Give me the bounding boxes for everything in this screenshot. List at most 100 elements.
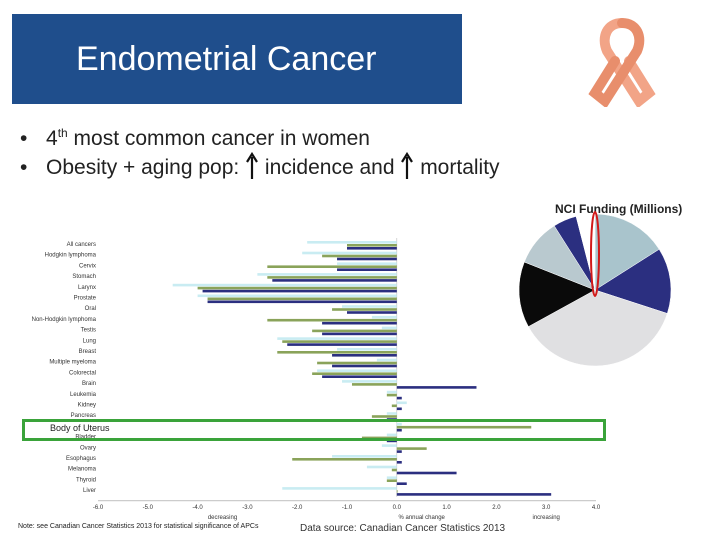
bar — [386, 390, 397, 394]
bar — [332, 455, 397, 458]
bar — [317, 361, 397, 365]
pie-slice — [594, 248, 672, 314]
bullet-list: • 4th most common cancer in women • Obesit… — [20, 118, 710, 186]
bar — [371, 315, 397, 319]
x-right-label: increasing — [533, 515, 560, 521]
bar — [332, 364, 397, 368]
bar — [396, 425, 532, 429]
x-tick-label: 2.0 — [492, 505, 501, 511]
bar — [396, 407, 402, 411]
pie-slice — [528, 289, 668, 367]
bar — [386, 412, 397, 415]
bar — [347, 247, 397, 250]
category-label: Lung — [83, 338, 96, 344]
bar — [267, 276, 397, 279]
up-arrow-icon — [401, 152, 414, 179]
bar — [337, 268, 397, 271]
bar — [371, 415, 397, 418]
x-axis-label: % annual change — [399, 515, 446, 521]
bar — [282, 487, 397, 490]
bar — [396, 396, 402, 400]
x-tick-label: 1.0 — [442, 505, 451, 511]
category-label: All cancers — [67, 242, 96, 248]
bar — [307, 241, 397, 244]
awareness-ribbon-icon — [588, 18, 656, 107]
bar — [396, 450, 402, 453]
x-tick-label: 3.0 — [542, 505, 551, 511]
pie-slice — [518, 261, 596, 327]
category-label: Larynx — [78, 285, 96, 291]
footnote: Note: see Canadian Cancer Statistics 201… — [18, 523, 259, 530]
bar — [277, 337, 397, 340]
category-label: Breast — [79, 349, 97, 355]
bar — [396, 482, 407, 485]
bar — [292, 458, 397, 461]
bullet-2: • Obesity + aging pop: incidence and mort… — [20, 152, 710, 186]
category-label: Kidney — [78, 403, 96, 409]
bar — [272, 279, 397, 282]
bar — [257, 273, 397, 276]
category-label: Melanoma — [68, 467, 97, 473]
pie-title: NCI Funding (Millions) — [555, 202, 683, 216]
x-tick-label: -2.0 — [292, 505, 303, 511]
highlight-label: Body of Uterus — [48, 423, 112, 433]
bar — [337, 348, 397, 351]
bar — [391, 468, 397, 472]
x-tick-label: 0.0 — [393, 505, 402, 511]
bar — [322, 375, 397, 378]
bar — [207, 300, 397, 304]
bar — [381, 326, 397, 330]
bar — [381, 444, 397, 447]
category-label: Oral — [85, 306, 96, 312]
category-label: Esophagus — [66, 456, 96, 462]
x-tick-label: -6.0 — [93, 505, 104, 511]
data-source: Data source: Canadian Cancer Statistics … — [300, 523, 506, 534]
category-label: Pancreas — [71, 413, 96, 419]
category-label: Stomach — [72, 274, 96, 280]
title-box: Endometrial Cancer — [12, 14, 462, 104]
bar — [361, 436, 397, 440]
category-label: Colorectal — [69, 370, 96, 376]
bar — [287, 343, 397, 346]
category-label: Ovary — [80, 445, 96, 451]
category-label: Liver — [83, 488, 96, 494]
bar — [396, 461, 402, 464]
x-tick-label: -5.0 — [143, 505, 154, 511]
bar — [207, 297, 397, 301]
bar — [386, 393, 397, 397]
category-label: Hodgkin lymphoma — [45, 253, 97, 259]
x-tick-label: -1.0 — [342, 505, 353, 511]
annual-change-bar-chart: All cancers Hodgkin lymphoma Cervix Stomach… — [32, 238, 601, 521]
bar — [396, 493, 552, 496]
page-title: Endometrial Cancer — [76, 40, 377, 78]
category-label: Cervix — [79, 263, 96, 269]
x-tick-label: -3.0 — [242, 505, 253, 511]
bar — [386, 433, 397, 437]
bar — [337, 262, 397, 265]
bar — [376, 358, 397, 362]
highlight-box — [22, 419, 606, 441]
bar — [172, 283, 397, 287]
bar — [396, 428, 402, 432]
category-label: Brain — [82, 381, 96, 387]
x-left-label: decreasing — [208, 515, 237, 521]
bar — [386, 479, 397, 482]
bar — [347, 244, 397, 247]
bar — [351, 383, 397, 386]
bar — [202, 289, 397, 293]
bar — [396, 386, 477, 389]
bar — [332, 308, 397, 311]
bar — [277, 351, 397, 354]
bar — [396, 401, 407, 405]
category-label: Thyroid — [76, 477, 96, 483]
bar — [342, 305, 397, 308]
bar — [317, 369, 397, 372]
bar — [347, 311, 397, 314]
bar — [302, 251, 397, 255]
bar — [267, 265, 397, 268]
x-tick-label: -4.0 — [192, 505, 203, 511]
bar — [312, 329, 397, 333]
bar — [396, 447, 427, 450]
funding-pie-chart — [518, 211, 672, 367]
pie-slice — [594, 213, 660, 291]
